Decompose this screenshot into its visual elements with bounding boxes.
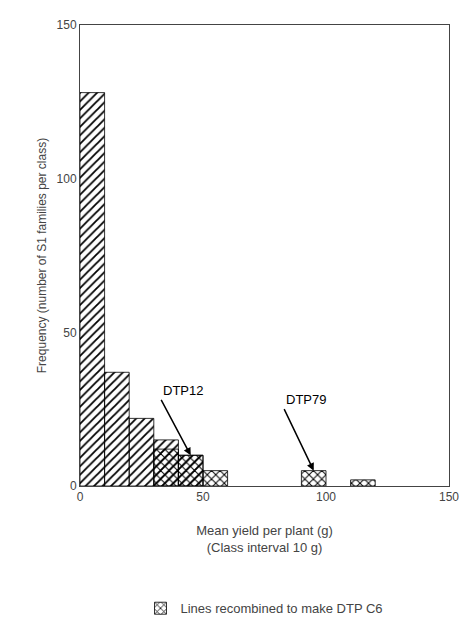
- svg-text:50: 50: [63, 326, 77, 340]
- svg-text:150: 150: [57, 18, 77, 32]
- svg-text:50: 50: [196, 490, 210, 504]
- svg-text:Frequency (number of S1 famili: Frequency (number of S1 families per cla…: [35, 138, 49, 373]
- svg-text:150: 150: [439, 490, 459, 504]
- svg-text:Lines recombined to make DTP C: Lines recombined to make DTP C6: [181, 601, 383, 616]
- svg-text:0: 0: [77, 490, 84, 504]
- svg-text:100: 100: [316, 490, 336, 504]
- svg-text:0: 0: [70, 479, 77, 493]
- svg-text:DTP79: DTP79: [286, 392, 326, 407]
- svg-text:DTP12: DTP12: [163, 383, 203, 398]
- svg-text:Mean yield per plant (g)(Class: Mean yield per plant (g)(Class interval …: [196, 523, 333, 555]
- svg-text:100: 100: [57, 172, 77, 186]
